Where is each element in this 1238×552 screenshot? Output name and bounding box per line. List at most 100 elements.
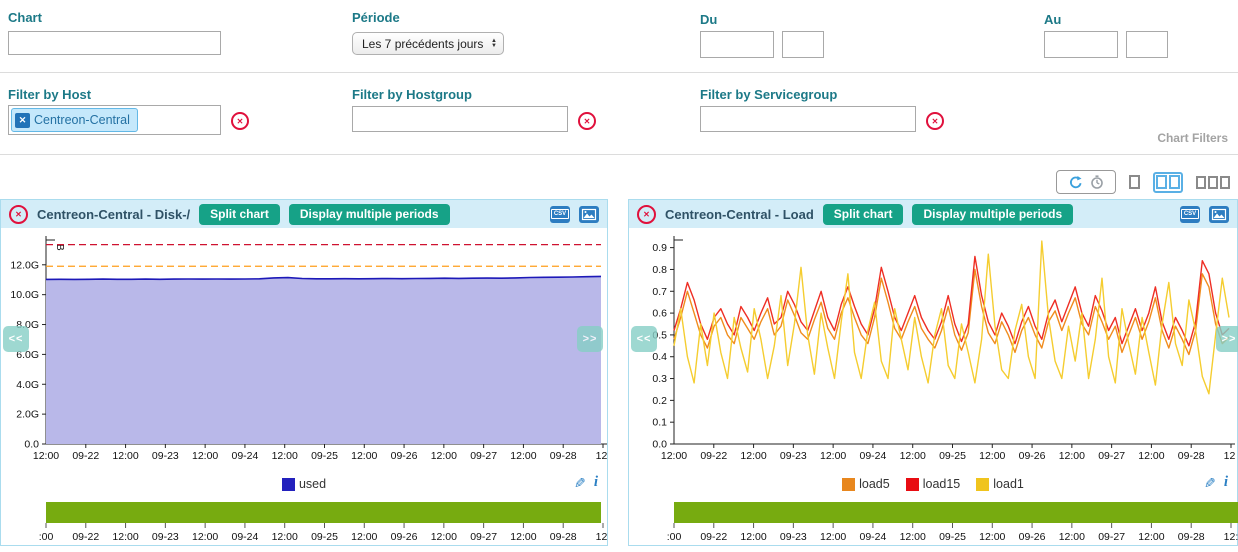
x-tick-label: 12:00 <box>510 450 536 462</box>
load-chart-plot-area: 0.0 0.1 0.2 0.3 0.4 0.5 0.6 0.7 0.8 0.9 12:00 09-22… <box>629 228 1238 473</box>
y-tick-label: 4.0G <box>16 379 39 391</box>
timeline-range-bar[interactable] <box>674 502 1238 523</box>
load-chart-timeline: :00 09-22 12:00 09-23 12:00 09-24 12:00 09-25 12… <box>629 499 1238 547</box>
hostgroup-filter-clear-icon[interactable]: ✕ <box>578 112 596 130</box>
legend-item-load15[interactable]: load15 <box>905 477 960 491</box>
chart-title: Centreon-Central - Disk-/ <box>37 206 191 222</box>
y-tick-label: 10.0G <box>10 289 39 301</box>
scroll-left-button[interactable]: << <box>631 326 657 352</box>
timeline-tick-label: 12:00 <box>351 531 377 543</box>
disk-chart-timeline: :00 09-22 12:00 09-23 12:00 09-24 12:00 09-25 12… <box>1 499 610 547</box>
timeline-tick-label: :00 <box>39 531 54 543</box>
timeline-tick-label: 09-28 <box>550 531 577 543</box>
chart-info-icon[interactable]: i <box>1223 474 1228 490</box>
scroll-right-button[interactable]: >> <box>1216 326 1238 352</box>
series-area-used <box>46 276 601 444</box>
timeline-tick-label: 12:00 <box>112 531 138 543</box>
scroll-right-button[interactable]: >> <box>577 326 603 352</box>
period-select[interactable]: Les 7 précédents jours ▲ ▼ <box>352 32 504 55</box>
legend-item-load5[interactable]: load5 <box>842 477 890 491</box>
y-tick-label: 0.4 <box>652 351 667 363</box>
du-date-input[interactable] <box>700 31 774 58</box>
close-chart-icon[interactable]: ✕ <box>637 204 656 224</box>
timeline-tick-label: :00 <box>667 531 682 543</box>
export-image-icon[interactable] <box>579 205 599 223</box>
series-line-load5 <box>673 268 1230 356</box>
display-multiple-periods-button[interactable]: Display multiple periods <box>288 203 450 225</box>
filter-by-host-label: Filter by Host <box>8 87 92 102</box>
host-filter-input[interactable]: ✕ Centreon-Central <box>8 105 221 135</box>
timeline-tick-label: 09-27 <box>470 531 497 543</box>
x-tick-label: 09-24 <box>231 450 258 462</box>
chart-panel-load: ✕ Centreon-Central - Load Split chart Di… <box>628 199 1238 546</box>
layout-two-columns-icon[interactable] <box>1153 171 1183 193</box>
x-tick-label: 12:00 <box>192 450 218 462</box>
y-tick-label: 0.9 <box>652 242 667 254</box>
timeline-tick-label: 12: <box>1224 531 1238 543</box>
hostgroup-filter-input[interactable] <box>352 106 568 132</box>
host-tag-label: Centreon-Central <box>34 113 130 127</box>
timeline-tick-label: 12:00 <box>272 531 298 543</box>
load-chart-svg[interactable]: 0.00.10.20.30.40.50.60.70.80.912:00 09-22… <box>629 228 1238 473</box>
x-tick-label: 09-23 <box>780 450 807 462</box>
chart-header-load: ✕ Centreon-Central - Load Split chart Di… <box>629 200 1237 228</box>
servicegroup-filter-input[interactable] <box>700 106 916 132</box>
export-image-icon[interactable] <box>1209 205 1229 223</box>
split-chart-button[interactable]: Split chart <box>199 203 280 225</box>
x-tick-label: 09-22 <box>700 450 727 462</box>
x-tick-label: 12:00 <box>112 450 138 462</box>
chart-filter-input[interactable] <box>8 31 221 55</box>
export-csv-icon[interactable]: CSV <box>1180 205 1200 223</box>
du-time-input[interactable] <box>782 31 824 58</box>
edit-chart-icon[interactable]: ✎ <box>574 474 586 491</box>
x-tick-label: 12:00 <box>820 450 846 462</box>
y-tick-label: 0.7 <box>652 286 667 298</box>
au-date-input[interactable] <box>1044 31 1118 58</box>
timeline-range-bar[interactable] <box>46 502 601 523</box>
legend-swatch <box>905 477 919 491</box>
x-tick-label: 12:00 <box>272 450 298 462</box>
timeline-tick-label: 12:00 <box>979 531 1005 543</box>
au-time-input[interactable] <box>1126 31 1168 58</box>
timeline-tick-label: 09-24 <box>231 531 258 543</box>
layout-three-columns-icon[interactable] <box>1196 175 1230 189</box>
display-multiple-periods-button[interactable]: Display multiple periods <box>912 203 1074 225</box>
legend-swatch <box>842 477 856 491</box>
load-chart-legend: load5 load15 load1 <box>629 477 1237 491</box>
load-timeline-svg[interactable]: :00 09-22 12:00 09-23 12:00 09-24 12:00 09-25 12… <box>629 499 1238 547</box>
y-tick-label: 0.1 <box>652 417 667 429</box>
legend-item-load1[interactable]: load1 <box>976 477 1024 491</box>
select-arrows-icon: ▲ ▼ <box>491 37 497 49</box>
disk-chart-legend: used <box>1 477 607 491</box>
period-label: Période <box>352 10 400 25</box>
timeline-tick-label: 12:00 <box>900 531 926 543</box>
scroll-left-button[interactable]: << <box>3 326 29 352</box>
layout-one-column-icon[interactable] <box>1129 175 1140 189</box>
y-tick-label: 0.2 <box>652 395 667 407</box>
host-filter-clear-icon[interactable]: ✕ <box>231 112 249 130</box>
host-tag-remove-icon[interactable]: ✕ <box>15 112 30 128</box>
x-tick-label: 12:00 <box>661 450 687 462</box>
legend-label: load5 <box>859 477 890 491</box>
refresh-icon[interactable] <box>1068 175 1082 189</box>
edit-chart-icon[interactable]: ✎ <box>1204 474 1216 491</box>
timeline-tick-label: 12:00 <box>1059 531 1085 543</box>
split-chart-button[interactable]: Split chart <box>822 203 904 225</box>
timeline-tick-label: 12: <box>596 531 607 543</box>
servicegroup-filter-clear-icon[interactable]: ✕ <box>926 112 944 130</box>
host-tag: ✕ Centreon-Central <box>11 108 138 132</box>
x-tick-label: 12:00 <box>33 450 59 462</box>
close-chart-icon[interactable]: ✕ <box>9 204 28 224</box>
filter-by-servicegroup-label: Filter by Servicegroup <box>700 87 838 102</box>
y-axis-unit-label: B <box>54 244 65 251</box>
disk-timeline-svg[interactable]: :00 09-22 12:00 09-23 12:00 09-24 12:00 09-25 12… <box>1 499 610 547</box>
x-tick-label: 12:00 <box>351 450 377 462</box>
timeline-tick-label: 09-22 <box>72 531 99 543</box>
export-csv-icon[interactable]: CSV <box>550 205 570 223</box>
chart-info-icon[interactable]: i <box>593 474 598 490</box>
timer-icon[interactable] <box>1090 175 1104 189</box>
chart-filters-caption: Chart Filters <box>1157 131 1228 145</box>
x-tick-label: 09-24 <box>859 450 886 462</box>
legend-item-used[interactable]: used <box>281 477 326 491</box>
